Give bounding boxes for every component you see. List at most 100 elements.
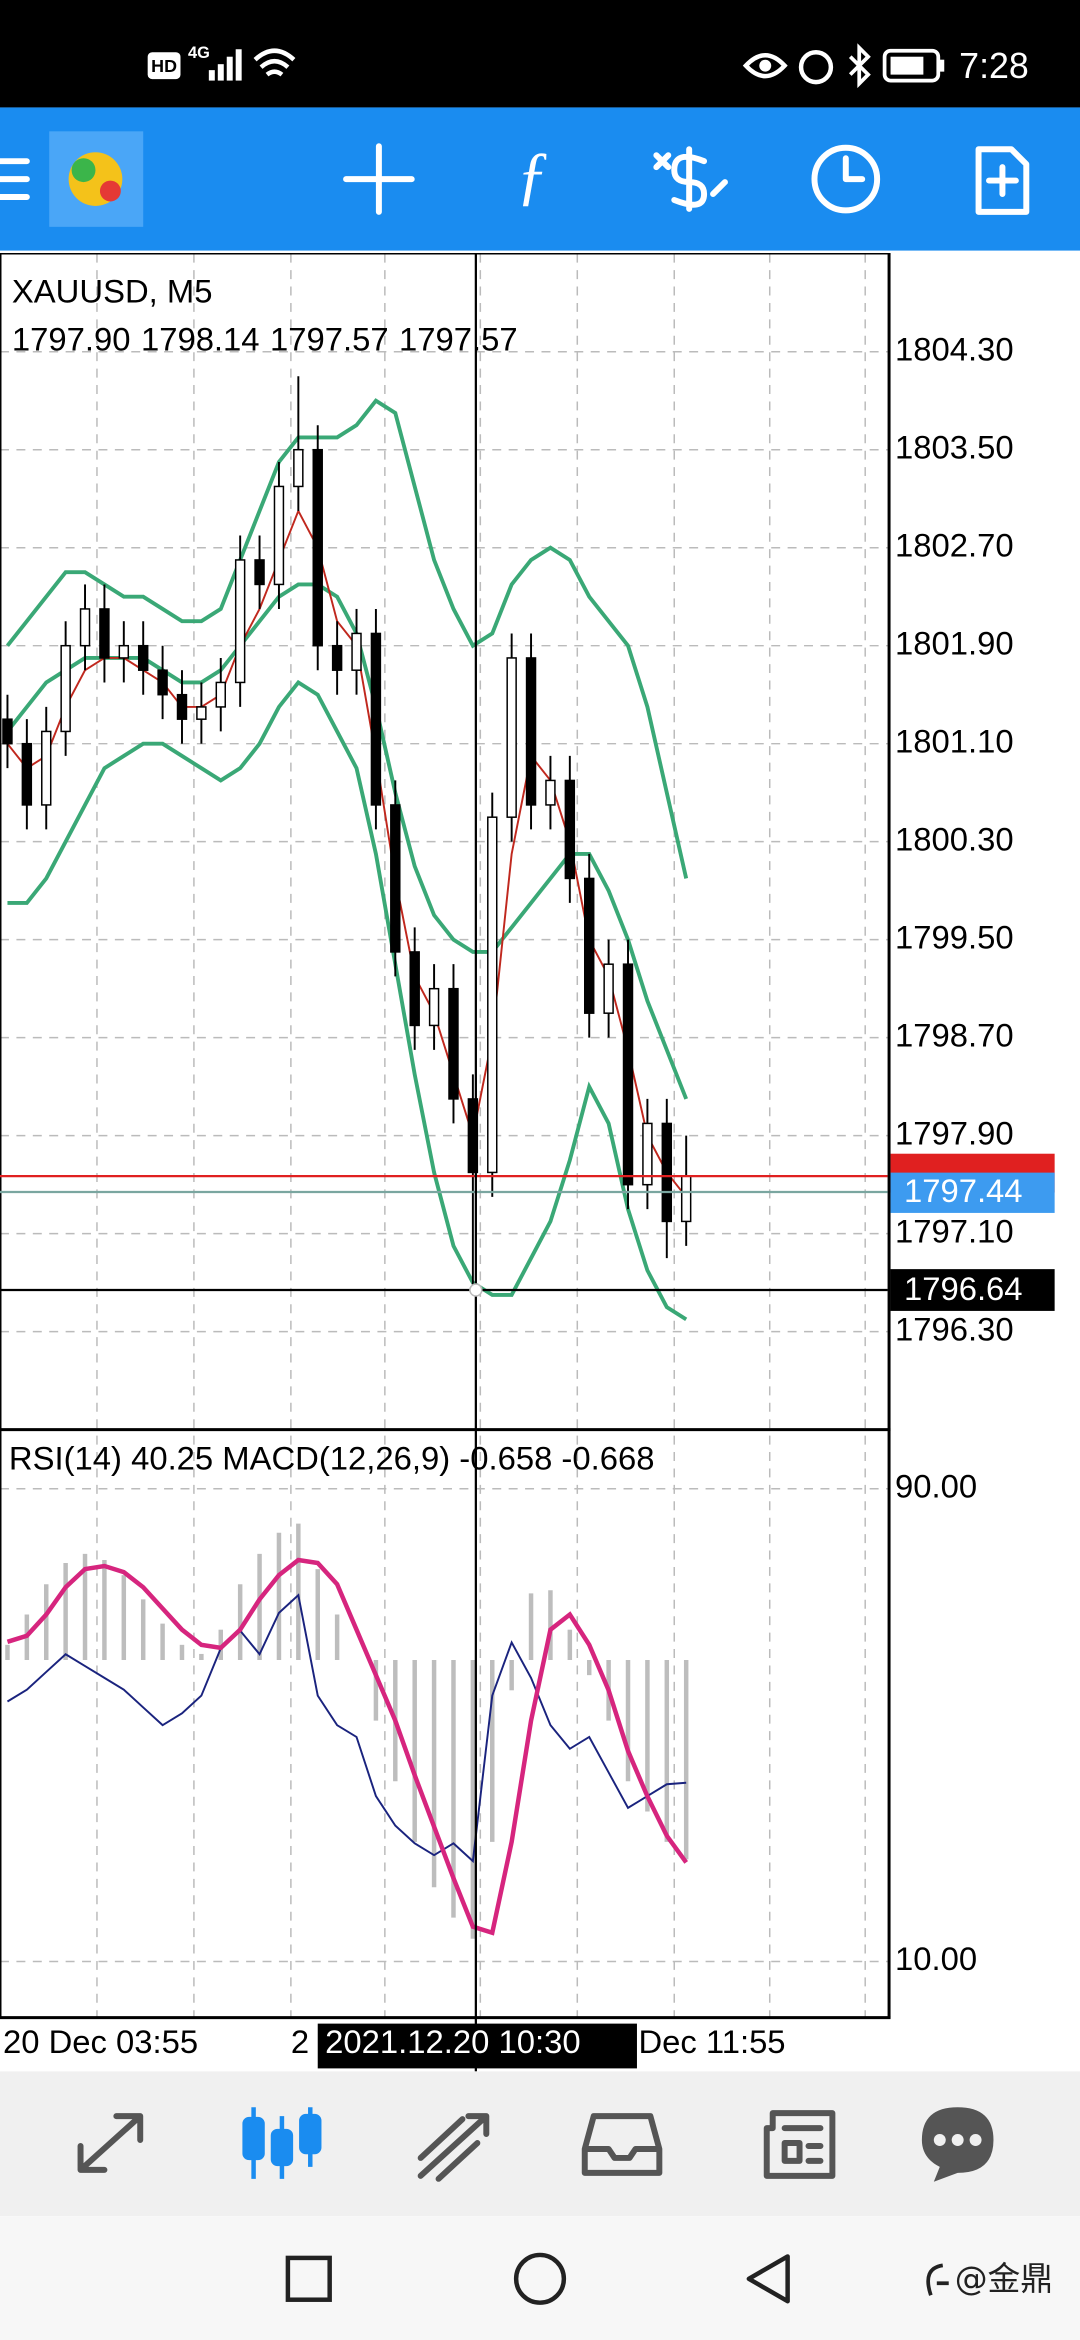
signal-line xyxy=(6,1557,688,1936)
recents-button[interactable] xyxy=(285,2255,332,2302)
candle-body xyxy=(661,1122,673,1223)
watermark: @金鼎 xyxy=(955,2260,1053,2298)
crosshair-dot xyxy=(469,1283,483,1297)
candle-body xyxy=(331,644,343,671)
y-tick-label: 1797.90 xyxy=(895,1114,1014,1151)
y-tick-label: 1798.70 xyxy=(895,1016,1014,1053)
chat-tab[interactable] xyxy=(921,2107,994,2182)
candle-body xyxy=(506,657,517,818)
rsi-tick-label: 10.00 xyxy=(895,1940,977,1977)
candle-body xyxy=(487,816,498,1174)
candle-body xyxy=(390,804,401,953)
indicator-title: RSI(14) 40.25 MACD(12,26,9) -0.658 -0.66… xyxy=(9,1440,655,1477)
watermark-logo xyxy=(926,2263,949,2296)
candle-body xyxy=(564,779,576,880)
hd-badge xyxy=(147,52,181,80)
candle-body xyxy=(448,987,459,1100)
candle-body xyxy=(428,987,440,1027)
candle-body xyxy=(157,669,168,696)
candle-body xyxy=(273,485,285,586)
eye-icon xyxy=(742,52,788,79)
x-tick-label: 20 Dec 03:55 xyxy=(3,2023,198,2060)
rsi-line xyxy=(6,1593,687,1864)
candle-body xyxy=(409,951,420,1027)
crosshair-button[interactable] xyxy=(343,143,415,215)
home-button[interactable] xyxy=(513,2252,567,2305)
x-tick-label: 2 xyxy=(291,2023,309,2060)
candle-body xyxy=(312,448,323,647)
rsi-tick-label: 90.00 xyxy=(895,1467,977,1504)
y-tick-label: 1799.50 xyxy=(895,918,1014,955)
bid-label-box xyxy=(890,1172,1055,1213)
crosshair-time-label: 2021.12.20 10:30 xyxy=(325,2023,580,2060)
candle-body xyxy=(351,632,362,671)
bluetooth-icon xyxy=(848,43,871,89)
candle-body xyxy=(525,657,537,806)
toolbar xyxy=(0,107,1080,251)
symbol-title: XAUUSD, M5 xyxy=(12,273,213,310)
quote-value: 1797.90 xyxy=(12,320,131,357)
quote-value: 1797.57 xyxy=(270,320,389,357)
candle-body xyxy=(603,963,614,1014)
candle-body xyxy=(79,608,91,647)
quote-value: 1798.14 xyxy=(141,320,260,357)
candle-body xyxy=(21,742,33,806)
trade-tab[interactable] xyxy=(417,2113,490,2182)
candle-body xyxy=(642,1122,653,1186)
logo-land xyxy=(71,158,96,183)
news-tab[interactable] xyxy=(763,2110,836,2179)
battery-tip xyxy=(939,59,945,72)
overlay-line xyxy=(7,679,688,1322)
candle-body xyxy=(680,1175,692,1223)
y-tick-label: 1803.50 xyxy=(895,428,1014,465)
trade-button[interactable] xyxy=(653,146,728,212)
alarm-icon xyxy=(798,49,834,85)
period-button[interactable] xyxy=(811,144,881,214)
clock: 7:28 xyxy=(959,46,1029,86)
battery-icon xyxy=(882,48,941,83)
status-bar xyxy=(0,0,1080,108)
candle-body xyxy=(176,693,188,720)
battery-level xyxy=(890,56,924,75)
network-text: 4G xyxy=(188,44,210,62)
candle-body xyxy=(41,730,52,806)
candle-body xyxy=(254,559,265,586)
crosshair-time-box xyxy=(317,2023,637,2069)
candle-body xyxy=(137,644,149,671)
y-tick-label: 1801.10 xyxy=(895,722,1014,759)
y-tick-label: 1797.10 xyxy=(895,1212,1014,1249)
y-tick-label: 1802.70 xyxy=(895,526,1014,563)
y-tick-label: 1801.90 xyxy=(895,624,1014,661)
plot xyxy=(2,376,692,1939)
quotes-tab[interactable] xyxy=(77,2113,144,2173)
new-order-button[interactable] xyxy=(975,146,1030,215)
crosshair-price-box xyxy=(890,1269,1055,1311)
candle-body xyxy=(215,681,226,708)
y-tick-label: 1804.30 xyxy=(895,330,1014,367)
y-tick-label: 1796.30 xyxy=(895,1310,1014,1347)
indicators-button[interactable]: ƒ xyxy=(516,140,549,212)
candle-body xyxy=(118,644,130,659)
menu-button[interactable] xyxy=(0,158,30,200)
tab-bar xyxy=(0,2071,1080,2217)
eye-pupil xyxy=(759,59,772,72)
candle-body xyxy=(584,877,595,1014)
candle-body xyxy=(2,718,13,745)
candle-body xyxy=(370,632,382,806)
logo-land xyxy=(99,180,121,202)
chart-tab[interactable] xyxy=(242,2107,322,2179)
history-tab[interactable] xyxy=(581,2113,663,2176)
signal-icon xyxy=(208,49,242,81)
nav-bar xyxy=(0,2216,1080,2340)
candle-body xyxy=(60,644,71,733)
overlay-line xyxy=(5,398,689,879)
candle-body xyxy=(467,1098,479,1174)
y-tick-label: 1800.30 xyxy=(895,820,1014,857)
overlay: 1797.44 1796.64 20 Dec 03:55 2 Dec 11:55 2021… xyxy=(0,253,1055,2072)
crosshair-price-label: 1796.64 xyxy=(904,1270,1023,1307)
quote-value: 1797.57 xyxy=(399,320,518,357)
back-button[interactable] xyxy=(746,2254,790,2304)
hd-text: HD xyxy=(151,56,177,76)
